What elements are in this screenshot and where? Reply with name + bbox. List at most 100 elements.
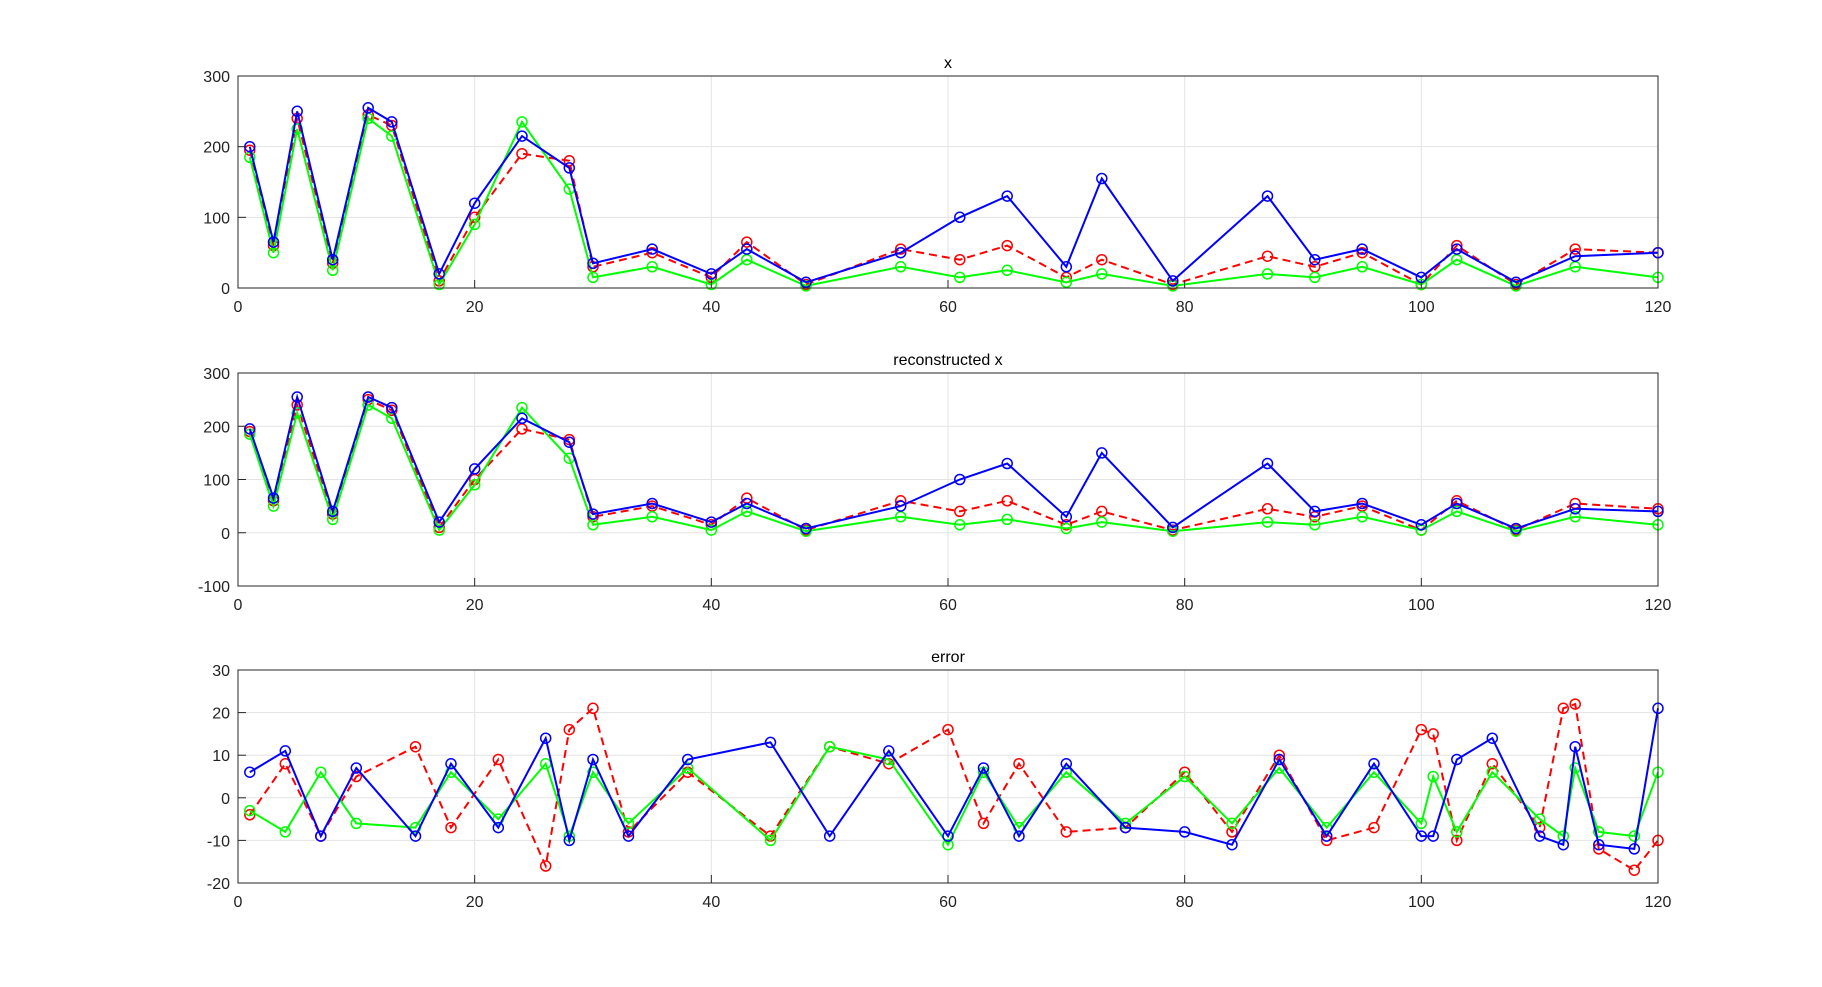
subplot-2-y-tick-label-1: 0 — [221, 526, 230, 543]
subplot-2-series-2-point-11 — [646, 511, 658, 523]
subplot-3-y-tick-label-1: -10 — [207, 833, 230, 850]
subplot-2-series-3-point-6 — [433, 516, 445, 528]
subplot-3-series-1-point-24 — [1368, 821, 1380, 834]
subplot-1-series-3-point-18 — [1060, 261, 1073, 273]
subplot-3-series-3-point-7 — [539, 732, 552, 744]
subplot-1-series-3-point-17 — [1001, 190, 1013, 202]
subplot-1-series-3-point-22 — [1309, 253, 1321, 266]
subplot-1-x-tick-label-3: 60 — [939, 299, 957, 316]
subplot-2-series-2-point-23 — [1356, 511, 1368, 523]
subplot-1-series-1-point-11 — [646, 246, 658, 259]
subplot-1-series-1-line — [248, 113, 1659, 286]
subplot-3-series-3-point-15 — [942, 830, 954, 842]
subplot-1-series-3-point-13 — [741, 243, 753, 255]
subplot-3-series-2-point-27 — [1451, 826, 1463, 838]
subplot-1-series-3-point-8 — [516, 130, 528, 142]
subplot-3-series-3-point-22 — [1273, 753, 1286, 766]
subplot-2-series-3-line — [248, 393, 1659, 530]
subplot-3-series-3-point-12 — [764, 736, 777, 749]
subplot-1-series-3-point-5 — [386, 116, 398, 128]
subplot-3-series-3-point-27 — [1451, 753, 1463, 766]
subplot-2-series-3-point-16 — [954, 473, 966, 486]
subplot-1-series-2-point-17 — [1001, 264, 1013, 277]
subplot-3-y-tick-label-5: 30 — [212, 663, 230, 680]
subplot-2-x-tick-label-6: 120 — [1645, 597, 1672, 614]
subplot-3-series-1-point-4 — [409, 740, 422, 753]
subplot-3-series-1-point-21 — [1226, 826, 1238, 838]
subplot-1-series-1-point-19 — [1096, 253, 1108, 266]
subplot-1-series-3-point-6 — [433, 268, 445, 280]
subplot-2-series-2-point-12 — [705, 524, 718, 536]
subplot-3-series-3-point-0 — [244, 766, 256, 778]
subplot-1-series-3-point-27 — [1569, 250, 1581, 262]
subplot-2-series-3-point-14 — [800, 522, 812, 535]
subplot-1-series-1-point-23 — [1356, 246, 1368, 259]
subplot-3-series-3-point-5 — [445, 757, 457, 770]
subplot-3-title: error — [931, 649, 965, 666]
subplot-3-series-3-point-21 — [1226, 838, 1238, 851]
subplot-1-series-3-point-19 — [1096, 172, 1108, 185]
subplot-3-series-2-point-21 — [1226, 817, 1238, 830]
subplot-1-series-1-point-27 — [1569, 243, 1581, 255]
subplot-3-series-1-point-5 — [445, 821, 457, 834]
subplot-1-series-2-point-19 — [1096, 268, 1108, 280]
subplot-3-series-3-point-10 — [622, 830, 635, 842]
subplot-1-series-2-point-23 — [1356, 261, 1368, 273]
subplot-3-series-3-point-1 — [279, 745, 292, 757]
subplot-1-series-1-point-8 — [516, 147, 528, 160]
subplot-3-series-1-line — [248, 702, 1659, 872]
subplot-3-series-2-point-13 — [823, 740, 836, 753]
subplot-3-series-2-point-29 — [1533, 813, 1546, 825]
subplot-1-x-tick-label-2: 40 — [702, 299, 720, 316]
subplot-2-series-2-line — [248, 403, 1659, 533]
subplot-1-series-2-point-15 — [894, 261, 907, 273]
subplot-3-series-3-point-28 — [1486, 732, 1499, 744]
subplot-2-title: reconstructed x — [893, 352, 1002, 369]
subplot-3-series-3-point-26 — [1427, 830, 1439, 842]
subplot-3-series-3-point-19 — [1119, 821, 1132, 834]
subplot-3-series-1-point-33 — [1628, 864, 1641, 876]
subplot-2-series-1-point-18 — [1060, 519, 1073, 531]
subplot-2-x-tick-label-2: 40 — [702, 597, 720, 614]
subplot-2-series-3-point-22 — [1309, 505, 1321, 518]
subplot-3-series-1-point-28 — [1486, 757, 1499, 770]
subplot-2-series-3-point-27 — [1569, 503, 1581, 515]
subplot-3-series-1-point-31 — [1569, 698, 1581, 710]
subplot-1-y-tick-label-0: 0 — [221, 281, 230, 298]
subplot-3-x-tick-label-1: 20 — [466, 894, 484, 911]
subplot-2-series-3-point-2 — [291, 391, 303, 403]
subplot-3-series-3-point-32 — [1593, 838, 1605, 851]
subplot-3-series-2-point-3 — [350, 817, 363, 830]
subplot-3-x-tick-label-0: 0 — [234, 894, 243, 911]
subplot-3-series-2-point-25 — [1415, 817, 1428, 830]
subplot-1-series-3-point-10 — [587, 257, 599, 270]
subplot-2-series-2-point-7 — [468, 479, 481, 491]
subplot-3-series-1-point-18 — [1060, 826, 1073, 838]
subplot-3: error 0 20 40 60 80 100 120 -20 -10 0 10 20 30 — [207, 649, 1672, 911]
subplot-3-y-tick-label-3: 10 — [212, 748, 230, 765]
subplot-3-series-1-point-17 — [1013, 757, 1025, 770]
subplot-3-series-3-point-16 — [977, 762, 990, 774]
subplot-1-series-2-point-11 — [646, 261, 658, 273]
subplot-2-series-2-point-19 — [1096, 516, 1108, 528]
subplot-1-y-tick-label-3: 300 — [203, 69, 230, 86]
subplot-3-series-1-point-8 — [563, 723, 576, 736]
subplot-1-series-3-point-2 — [291, 105, 303, 118]
subplot-1-series-1-point-13 — [741, 236, 753, 248]
subplot-1-series-2-point-16 — [954, 271, 966, 284]
subplot-2-series-3-point-11 — [646, 497, 658, 510]
subplot-2-series-2-point-25 — [1451, 505, 1463, 518]
subplot-2-series-2-point-18 — [1060, 522, 1073, 535]
subplot-2-series-2-point-6 — [433, 524, 445, 536]
subplot-2-series-3-point-19 — [1096, 447, 1108, 459]
subplot-1-series-3-point-25 — [1451, 243, 1463, 255]
subplot-3-series-3-point-18 — [1060, 757, 1073, 770]
subplot-3-y-tick-label-0: -20 — [207, 876, 230, 893]
subplot-1-series-3-point-11 — [646, 243, 658, 255]
subplot-1-title: x — [944, 55, 952, 72]
subplot-3-x-tick-label-3: 60 — [939, 894, 957, 911]
subplot-1-series-2-point-7 — [468, 218, 481, 231]
subplot-1-series-3-point-20 — [1167, 275, 1179, 287]
subplot-1-series-3-point-7 — [468, 197, 481, 209]
subplot-2-series-1-point-21 — [1261, 503, 1274, 515]
